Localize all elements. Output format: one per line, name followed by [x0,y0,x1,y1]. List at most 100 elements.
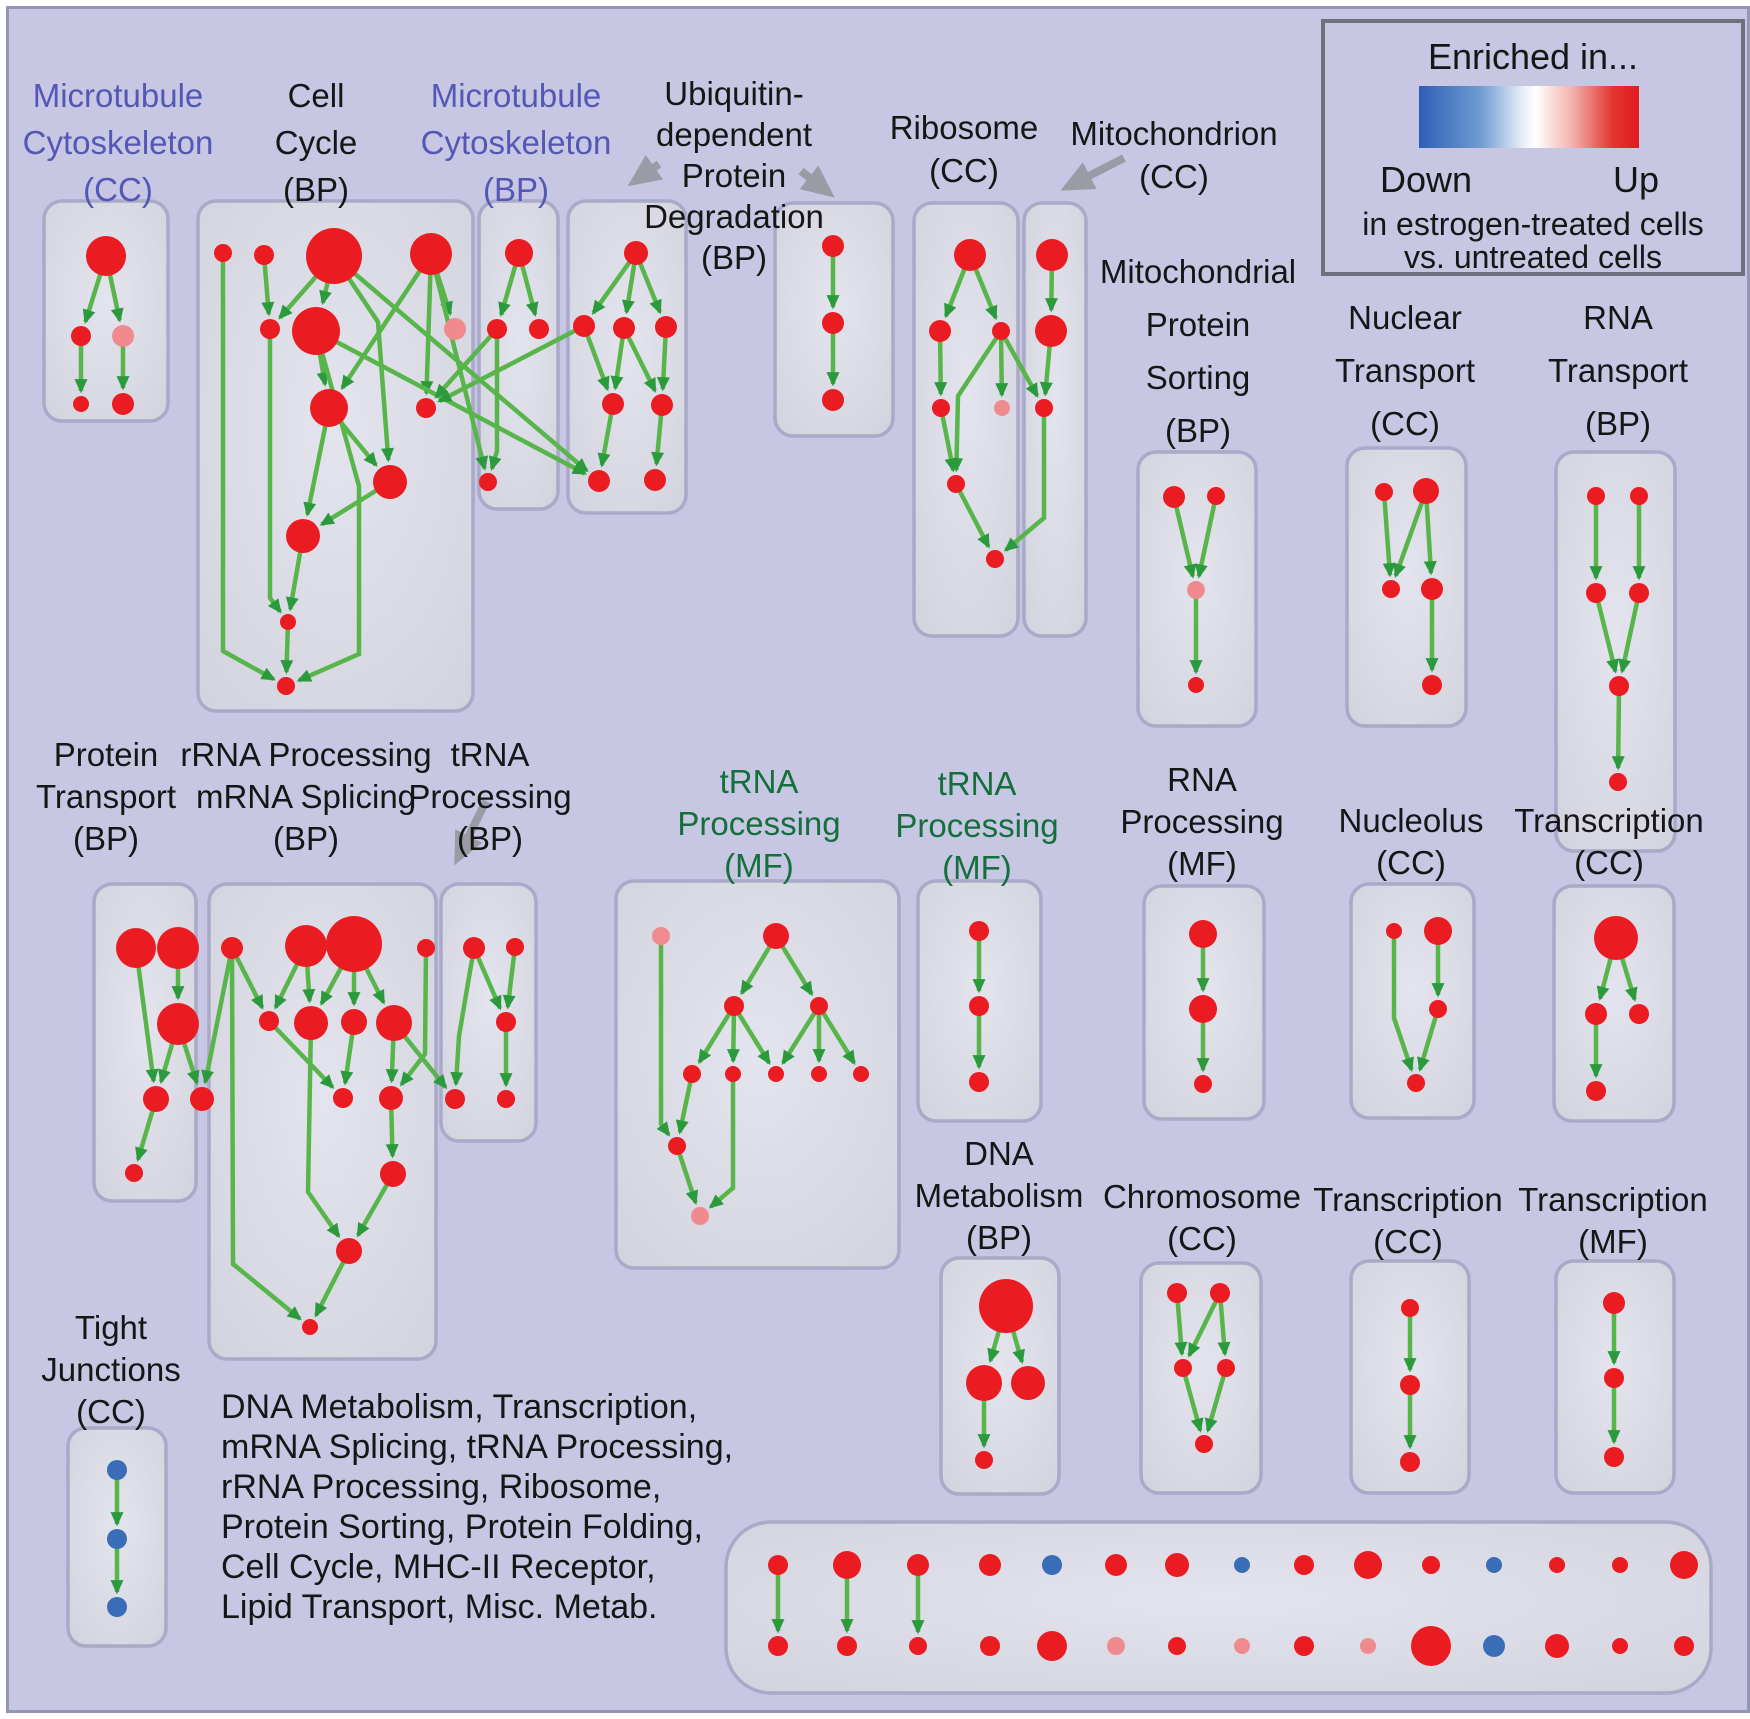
go-term-node [811,1066,827,1082]
go-term-node [463,937,485,959]
go-term-node [929,320,951,342]
edge-arrow [708,1074,736,1209]
cluster-label-nuclear-transport: Nuclear Transport (CC) [1335,291,1475,450]
go-term-node [336,1238,362,1264]
misc-annotation-line: Protein Sorting, Protein Folding, [221,1508,703,1546]
cluster-label-tight-junctions: Tight Junctions (CC) [41,1307,180,1433]
go-term-node [1375,483,1393,501]
go-term-node [479,473,497,491]
go-term-node [1609,676,1629,696]
edge-arrow [314,329,587,476]
go-term-node [683,1065,701,1083]
go-term-node [909,1637,927,1655]
go-term-node [254,245,274,265]
edge-arrow [591,251,638,315]
cluster-label-line: Processing [895,807,1059,844]
cluster-label-line: (BP) [965,1219,1032,1256]
go-term-node [310,389,348,427]
edge-arrow [267,329,283,614]
cluster-label-line: Protein [1145,306,1251,343]
cluster-label-line: (BP) [457,820,523,857]
go-term-node [1165,1553,1189,1577]
cluster-label-line: (BP) [283,171,349,208]
go-term-node [1105,1554,1127,1576]
go-term-node [416,398,436,418]
go-term-node [112,393,134,415]
go-term-node [333,1088,353,1108]
go-term-node [496,1012,516,1032]
go-term-node [833,1551,861,1579]
edge-arrow [675,1073,695,1135]
go-term-node [125,1164,143,1182]
cluster-box-ubiquitin [566,199,688,515]
edge-arrow [220,253,276,682]
cluster-label-line: (BP) [482,171,549,208]
cluster-label-line: Cell [287,77,345,114]
go-term-node [1629,583,1649,603]
cluster-box-chromosome [1139,1261,1263,1495]
go-term-node [1174,1359,1192,1377]
go-term-node [768,1555,788,1575]
edge-arrow [434,327,499,399]
go-term-node [1011,1366,1045,1400]
edge-arrow [817,1004,857,1065]
go-term-node [497,1090,515,1108]
go-term-node [1189,995,1217,1023]
edge-arrow [1204,1367,1229,1433]
cluster-label-line: (BP) [1164,412,1231,449]
cluster-label-ubiquitin: Ubiquitin-dependent Protein Degradation (BP… [644,73,824,278]
go-term-node [1549,1557,1565,1573]
cluster-label-line: Nucleolus [1338,802,1484,839]
go-term-node [1360,1638,1376,1654]
go-term-node [969,921,989,941]
go-term-node [1594,916,1638,960]
go-term-node [71,326,91,346]
go-term-node [1189,920,1217,948]
cluster-label-mito-sorting: Mitochondrial Protein Sorting (BP) [1100,245,1296,457]
cluster-label-line: rRNA Processing [180,736,432,773]
misc-annotation-line: mRNA Splicing, tRNA Processing, [221,1428,734,1466]
go-term-node [932,399,950,417]
edge-arrow [1195,495,1219,579]
cluster-label-line: DNA [964,1135,1034,1172]
go-term-node [810,997,828,1015]
edge-arrow [1593,592,1619,674]
cluster-label-cell-cycle: Cell Cycle (BP) [275,72,358,213]
edge-arrow [1381,491,1396,578]
go-term-node [652,927,670,945]
go-term-node [768,1636,788,1656]
cluster-label-line: tRNA [450,736,530,773]
edge-arrow [674,1145,699,1205]
cluster-label-line: Cytoskeleton [420,124,612,161]
edge-arrow [1187,1292,1223,1358]
go-term-node [1035,399,1053,417]
misc-annotation-text: DNA Metabolism, Transcription, mRNA Splic… [221,1387,733,1627]
edge-arrow [1393,490,1429,579]
edge-arrow [399,947,429,1087]
go-term-node [1035,315,1067,347]
go-term-node [280,614,296,630]
go-term-node [505,239,533,267]
network-canvas [42,154,1713,1695]
go-term-node [725,1066,741,1082]
go-term-node [1422,1556,1440,1574]
cluster-label-line: (MF) [724,847,794,884]
edge-arrow [133,947,159,1084]
go-term-node [116,928,156,968]
cluster-label-transcription-cc-2: Transcription (CC) [1514,800,1704,884]
go-term-node [1486,1557,1502,1573]
misc-annotation-line: Lipid Transport, Misc. Metab. [221,1588,658,1626]
edge-arrow [340,252,433,390]
go-term-node [326,916,382,972]
cluster-label-line: (CC) [1139,158,1209,195]
edge-arrow [420,253,434,396]
cluster-label-line: Protein [681,157,787,194]
go-term-node [143,1086,169,1112]
go-term-node [112,325,134,347]
go-term-node [1294,1555,1314,1575]
edge-arrow [1417,1008,1441,1072]
edge-arrow [1180,1367,1204,1433]
cluster-label-line: Protein [53,736,159,773]
cluster-label-line: Nuclear [1348,299,1462,336]
go-term-node [1163,486,1185,508]
